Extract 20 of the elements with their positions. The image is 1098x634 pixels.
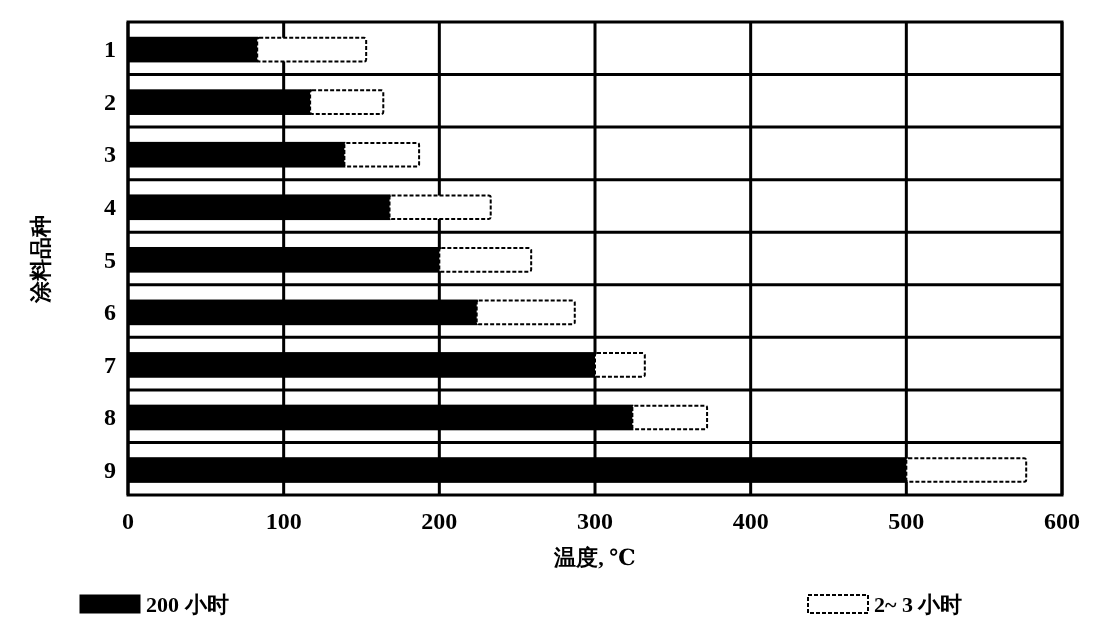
x-axis-title: 温度, ℃	[553, 545, 636, 570]
y-tick-label: 7	[104, 351, 116, 378]
x-tick-label: 500	[888, 508, 925, 534]
x-tick-label: 0	[122, 508, 134, 534]
x-tick-label: 600	[1044, 508, 1080, 534]
y-tick-label: 2	[104, 88, 116, 115]
x-tick-label: 100	[265, 508, 302, 534]
x-tick-label: 300	[577, 508, 613, 534]
y-tick-label: 3	[104, 141, 116, 168]
y-tick-label: 8	[104, 404, 116, 431]
y-tick-label: 9	[104, 456, 116, 483]
y-axis-title: 涂料品种	[28, 214, 53, 304]
legend-label: 2~ 3 小时	[874, 592, 963, 617]
y-tick-label: 4	[104, 193, 116, 220]
x-tick-label: 400	[732, 508, 769, 534]
y-tick-label: 1	[104, 36, 116, 63]
x-tick-label: 200	[421, 508, 458, 534]
y-tick-label: 5	[104, 246, 116, 273]
legend-label: 200 小时	[146, 592, 229, 617]
y-tick-label: 6	[104, 299, 116, 326]
